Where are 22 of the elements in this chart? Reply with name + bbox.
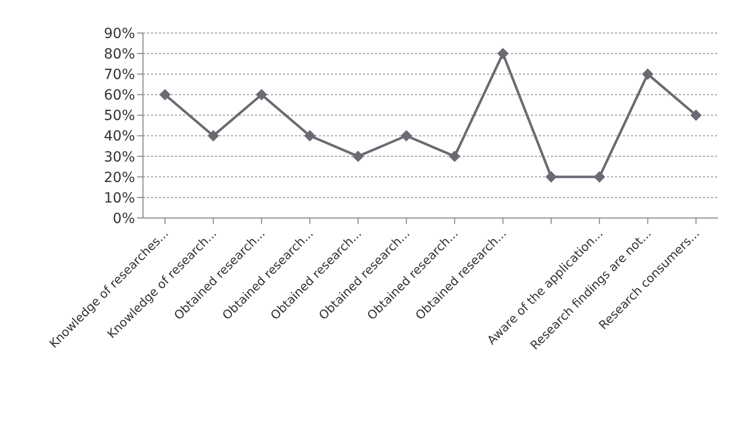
y-tick-label: 0% bbox=[112, 210, 135, 227]
point bbox=[642, 68, 654, 80]
point bbox=[208, 130, 219, 142]
point bbox=[546, 171, 557, 182]
point bbox=[594, 171, 605, 182]
point bbox=[352, 150, 364, 162]
point bbox=[256, 89, 268, 100]
point bbox=[449, 150, 460, 162]
y-tick-label: 30% bbox=[104, 149, 135, 166]
point bbox=[497, 48, 508, 60]
point bbox=[160, 89, 170, 100]
y-tick-label: 70% bbox=[104, 67, 135, 84]
y-tick-label: 50% bbox=[104, 108, 135, 124]
y-tick-label: 90% bbox=[104, 26, 135, 42]
y-tick-label: 20% bbox=[104, 170, 135, 186]
point bbox=[304, 130, 316, 142]
point bbox=[690, 110, 702, 121]
y-tick-label: 40% bbox=[104, 128, 135, 145]
y-tick-label: 10% bbox=[104, 190, 135, 206]
y-tick-label: 60% bbox=[104, 88, 135, 104]
point bbox=[400, 130, 412, 142]
y-tick-label: 80% bbox=[104, 46, 135, 63]
